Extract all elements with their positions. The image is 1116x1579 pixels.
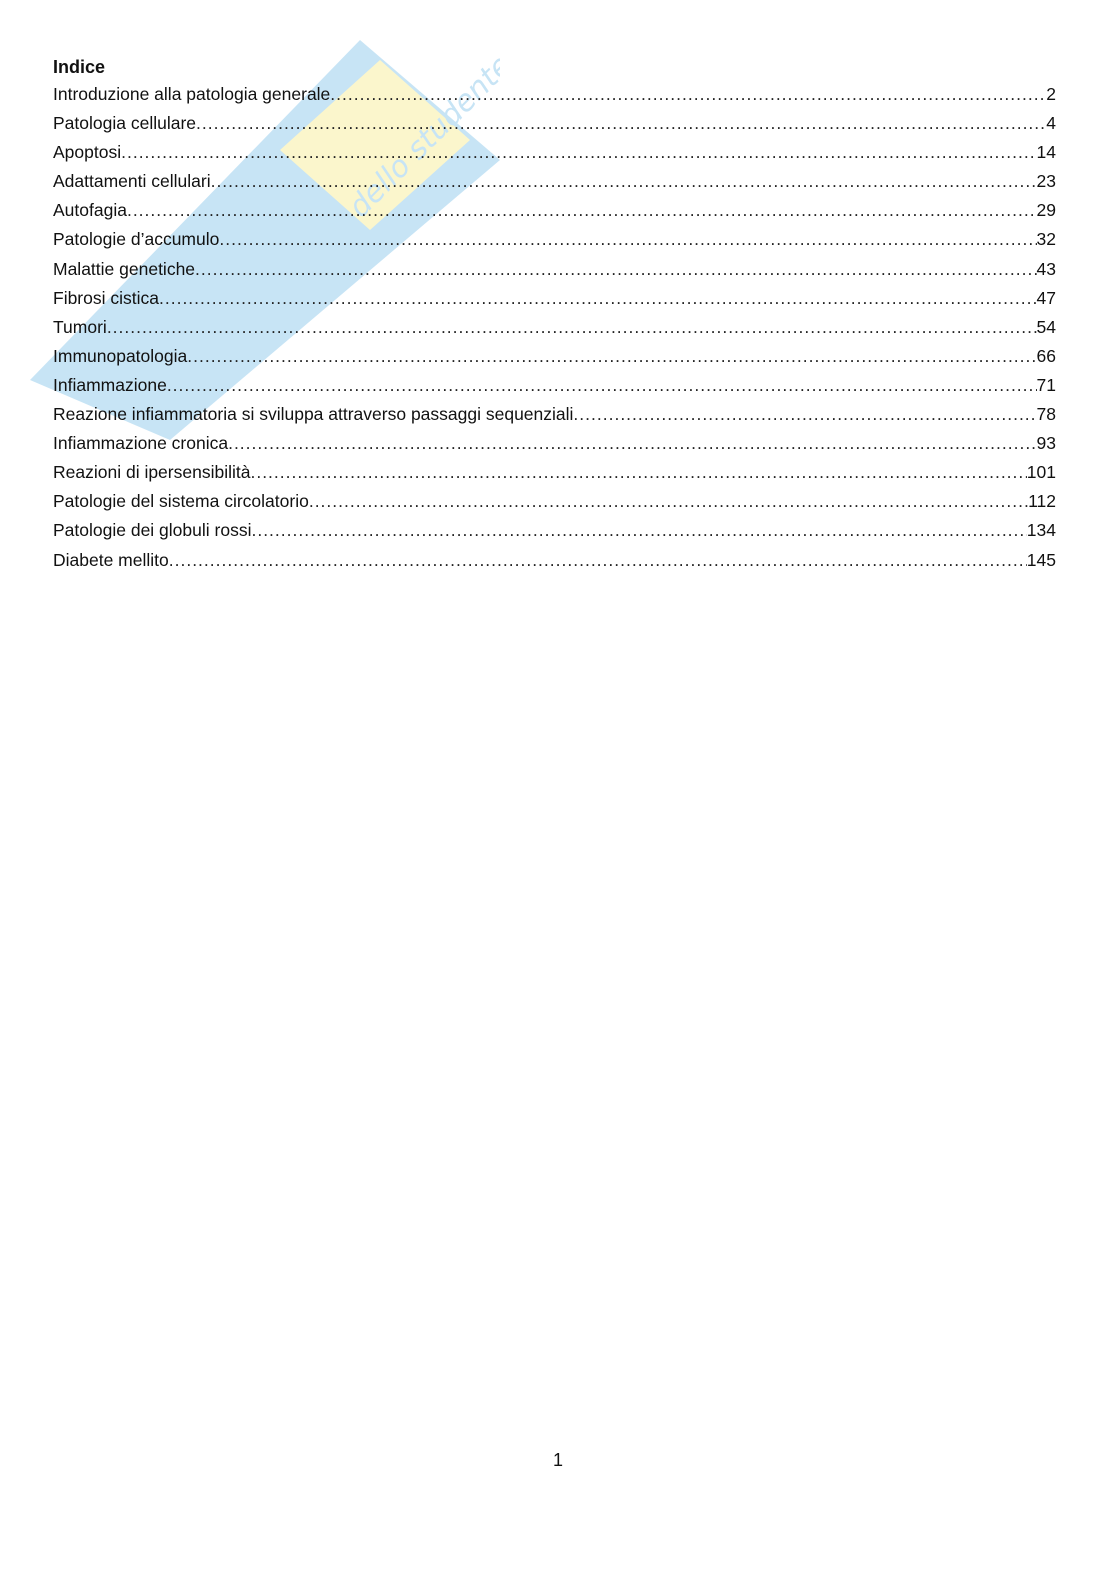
toc-entry[interactable]: Introduzione alla patologia generale 2 <box>53 80 1056 109</box>
toc-entry[interactable]: Reazione infiammatoria si sviluppa attra… <box>53 400 1056 429</box>
toc-entry-label: Autofagia <box>53 200 127 221</box>
toc-entry-label: Apoptosi <box>53 142 122 163</box>
toc-entry-page: 71 <box>1036 374 1056 395</box>
toc-entry[interactable]: Reazioni di ipersensibilità 101 <box>53 458 1056 487</box>
toc-entry-label: Reazioni di ipersensibilità <box>53 462 251 483</box>
toc-entry-label: Infiammazione <box>53 374 167 395</box>
toc-leader-dots <box>196 109 1046 138</box>
toc-leader-dots <box>195 255 1036 284</box>
toc-entry[interactable]: Patologie dei globuli rossi 134 <box>53 516 1056 545</box>
toc-entry-label: Tumori <box>53 316 107 337</box>
toc-entry[interactable]: Patologie del sistema circolatorio 112 <box>53 487 1056 516</box>
toc-entry[interactable]: Adattamenti cellulari 23 <box>53 167 1056 196</box>
toc-entry-label: Patologie dei globuli rossi <box>53 520 252 541</box>
toc-entry-label: Diabete mellito <box>53 549 169 570</box>
toc-entry[interactable]: Diabete mellito 145 <box>53 546 1056 575</box>
toc-entry-page: 145 <box>1026 549 1056 570</box>
toc-entry-label: Patologie d’accumulo <box>53 229 220 250</box>
toc-entry-label: Fibrosi cistica <box>53 287 159 308</box>
toc-entry-label: Patologie del sistema circolatorio <box>53 491 309 512</box>
toc-leader-dots <box>169 546 1027 575</box>
toc-entry[interactable]: Apoptosi 14 <box>53 138 1056 167</box>
toc-entry-page: 23 <box>1036 171 1056 192</box>
toc-leader-dots <box>121 138 1036 167</box>
toc-entry-label: Infiammazione cronica <box>53 433 229 454</box>
toc-entry[interactable]: Infiammazione 71 <box>53 371 1056 400</box>
toc-entry-label: Introduzione alla patologia generale <box>53 84 331 104</box>
toc-leader-dots <box>228 429 1036 458</box>
toc-leader-dots <box>309 487 1028 516</box>
toc-entry-page: 112 <box>1028 491 1056 512</box>
toc-leader-dots <box>187 342 1036 371</box>
toc-leader-dots <box>159 284 1037 313</box>
toc-entry-label: Adattamenti cellulari <box>53 171 211 192</box>
toc-leader-dots <box>127 196 1037 225</box>
toc-leader-dots <box>167 371 1037 400</box>
toc-entry-label: Patologia cellulare <box>53 113 197 134</box>
toc-entry-page: 54 <box>1036 316 1056 337</box>
toc-entry-page: 134 <box>1026 520 1056 541</box>
toc-leader-dots <box>250 458 1026 487</box>
toc-leader-dots <box>211 167 1037 196</box>
toc-leader-dots <box>251 516 1026 545</box>
page-number: 1 <box>552 1450 563 1470</box>
toc-entry-page: 32 <box>1036 229 1056 250</box>
toc-entry-page: 43 <box>1036 258 1056 279</box>
toc-entry[interactable]: Fibrosi cistica 47 <box>53 284 1056 313</box>
toc-entry-page: 93 <box>1036 433 1056 454</box>
toc-title: Indice <box>53 57 106 77</box>
toc-entry-page: 4 <box>1046 113 1056 134</box>
toc-entry[interactable]: Tumori 54 <box>53 313 1056 342</box>
toc-entry-page: 29 <box>1036 200 1056 221</box>
toc-leader-dots <box>107 313 1037 342</box>
toc-leader-dots <box>330 80 1046 109</box>
toc-entry-label: Immunopatologia <box>53 345 188 366</box>
toc-entry[interactable]: Infiammazione cronica 93 <box>53 429 1056 458</box>
toc-leader-dots <box>573 400 1036 429</box>
toc-entry-page: 78 <box>1036 404 1056 425</box>
toc-entry[interactable]: Malattie genetiche 43 <box>53 255 1056 284</box>
toc-entry[interactable]: Patologia cellulare 4 <box>53 109 1056 138</box>
toc-entry-page: 66 <box>1036 345 1056 366</box>
toc-leader-dots <box>219 225 1036 254</box>
toc-entry[interactable]: Autofagia 29 <box>53 196 1056 225</box>
toc-entry-label: Malattie genetiche <box>53 258 196 279</box>
toc-entry-page: 2 <box>1046 84 1056 104</box>
toc-entry-page: 47 <box>1036 287 1056 308</box>
toc-entry-page: 101 <box>1026 462 1056 483</box>
table-of-contents: Indice Introduzione alla patologia gener… <box>53 54 1056 575</box>
toc-entry-page: 14 <box>1036 142 1056 163</box>
toc-entry[interactable]: Patologie d’accumulo 32 <box>53 225 1056 254</box>
toc-entry-label: Reazione infiammatoria si sviluppa attra… <box>53 404 574 425</box>
toc-entry[interactable]: Immunopatologia 66 <box>53 342 1056 371</box>
